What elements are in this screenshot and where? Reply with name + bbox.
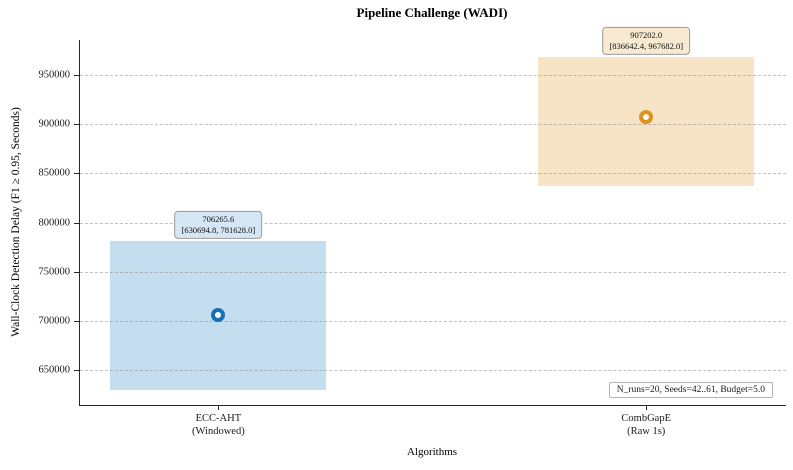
x-tick-label-line: (Windowed) <box>192 425 245 437</box>
x-tick-label-line: CombGapE <box>621 413 671 424</box>
y-tick-label: 850000 <box>38 167 71 179</box>
y-tick-label: 900000 <box>38 118 71 130</box>
gridline <box>80 123 786 125</box>
gridline <box>80 222 786 224</box>
y-tick-label: 800000 <box>38 217 71 228</box>
y-tick-mark <box>74 173 80 175</box>
x-tick-mark <box>646 405 648 410</box>
y-tick-mark <box>74 321 80 323</box>
y-tick-mark <box>74 222 80 224</box>
gridline <box>80 370 786 372</box>
mean-marker <box>211 307 226 322</box>
mean-marker <box>639 109 654 124</box>
chart-title: Pipeline Challenge (WADI) <box>356 5 508 20</box>
y-tick-label: 650000 <box>38 364 71 376</box>
x-tick-label-line: ECC-AHT <box>195 413 242 424</box>
annotation-box: 706265.6 [630694.8, 781628.0] <box>174 210 263 239</box>
annotation-line: [836642.4, 967682.0] <box>609 41 684 52</box>
x-tick-mark <box>218 405 220 410</box>
x-tick-label-line: (Raw 1s) <box>627 425 666 437</box>
plot-area: 650000 700000 750000 800000 850000 900000 9500… <box>39 26 786 437</box>
gridline <box>80 271 786 273</box>
y-tick-mark <box>74 271 80 273</box>
x-tick-label: CombGapE (Raw 1s) <box>621 413 671 438</box>
annotation-line: [630694.8, 781628.0] <box>181 224 256 235</box>
y-tick-mark <box>74 370 80 372</box>
y-tick-label: 750000 <box>38 266 71 278</box>
x-tick-label: ECC-AHT (Windowed) <box>192 413 245 438</box>
y-tick-mark <box>74 74 80 76</box>
x-axis-label: Algorithms <box>406 446 458 458</box>
annotation-line: 706265.6 <box>202 213 235 224</box>
gridline <box>80 321 786 323</box>
run-config-note: N_runs=20, Seeds=42..61, Budget=5.0 <box>608 382 773 398</box>
y-tick-label: 950000 <box>38 69 71 81</box>
gridline <box>80 173 786 175</box>
gridline <box>80 74 786 76</box>
y-axis-label: Wall-Clock Detection Delay (F1 ≥ 0.95, S… <box>10 107 22 337</box>
annotation-box: 907202.0 [836642.4, 967682.0] <box>602 26 691 56</box>
y-tick-label: 700000 <box>38 315 71 327</box>
annotation-line: 907202.0 <box>630 29 663 40</box>
y-tick-mark <box>74 123 80 125</box>
